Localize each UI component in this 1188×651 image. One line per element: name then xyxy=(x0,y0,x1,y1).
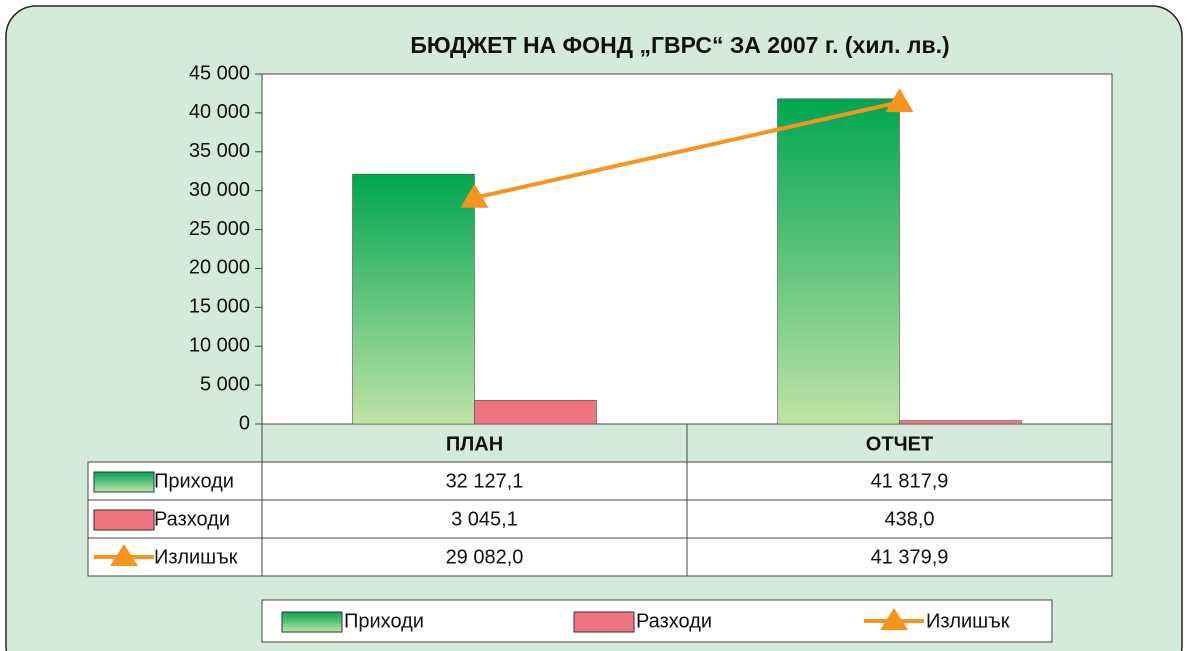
table-cell: 3 045,1 xyxy=(451,508,518,530)
y-tick-label: 25 000 xyxy=(189,218,250,240)
legend-label: Излишък xyxy=(926,610,1010,632)
table-cell: 438,0 xyxy=(884,508,934,530)
y-tick-label: 0 xyxy=(239,412,250,434)
y-tick-label: 30 000 xyxy=(189,179,250,201)
line-marker xyxy=(885,88,914,113)
table-row-label: Разходи xyxy=(154,508,230,530)
table-header: ОТЧЕТ xyxy=(866,433,933,455)
bar xyxy=(352,173,475,425)
y-tick-label: 45 000 xyxy=(189,62,250,84)
line-marker xyxy=(460,183,489,208)
legend-key xyxy=(281,611,343,633)
bar xyxy=(474,400,597,425)
table-row-label: Излишък xyxy=(154,546,238,568)
legend-key xyxy=(880,608,908,630)
table-cell: 29 082,0 xyxy=(446,546,524,568)
table-row-label: Приходи xyxy=(154,470,234,492)
table-cell: 41 817,9 xyxy=(871,470,949,492)
y-tick-label: 20 000 xyxy=(189,257,250,279)
line xyxy=(474,100,900,200)
legend-label: Разходи xyxy=(636,610,712,632)
chart-title: БЮДЖЕТ НА ФОНД „ГВРС“ ЗА 2007 г. (хил. л… xyxy=(410,32,949,58)
table-row xyxy=(87,537,1113,577)
table-legend-key xyxy=(93,471,155,493)
y-tick-label: 5 000 xyxy=(200,373,250,395)
table-legend-key xyxy=(110,544,138,566)
table-cell: 41 379,9 xyxy=(871,546,949,568)
legend-key xyxy=(573,611,635,633)
bar xyxy=(899,420,1022,425)
table-legend-key xyxy=(93,509,155,531)
y-tick-label: 15 000 xyxy=(189,296,250,318)
bar xyxy=(777,98,900,425)
y-tick-label: 35 000 xyxy=(189,140,250,162)
table-row xyxy=(87,499,1113,539)
table-row xyxy=(87,461,1113,501)
table-header: ПЛАН xyxy=(446,433,503,455)
table-cell: 32 127,1 xyxy=(446,470,524,492)
y-tick-label: 10 000 xyxy=(189,335,250,357)
legend-label: Приходи xyxy=(344,610,424,632)
y-tick-label: 40 000 xyxy=(189,101,250,123)
